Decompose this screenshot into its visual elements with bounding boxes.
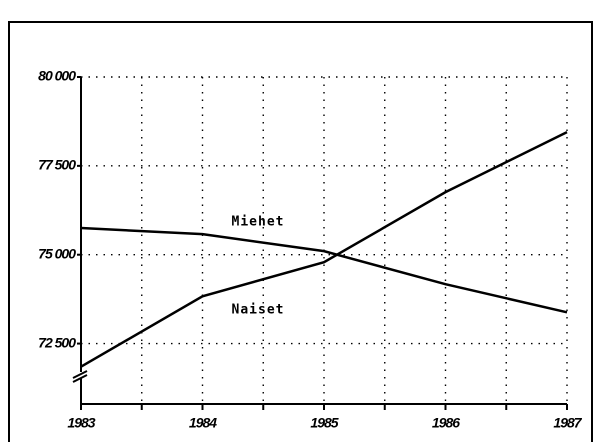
series-label: Miehet	[232, 215, 285, 230]
y-tick-label: 72 500	[38, 334, 76, 350]
x-tick-label: 1984	[189, 415, 217, 431]
y-tick-label: 80 000	[38, 68, 76, 84]
series-label: Naiset	[232, 303, 285, 318]
y-tick-label: 75 000	[38, 245, 76, 261]
x-tick-label: 1986	[432, 415, 460, 431]
x-tick-label: 1987	[553, 415, 582, 431]
frame	[8, 21, 593, 442]
x-tick-label: 1983	[67, 415, 95, 431]
series-line	[80, 130, 568, 368]
axis-break	[72, 374, 88, 383]
series-line	[80, 226, 568, 314]
x-tick-label: 1985	[310, 415, 338, 431]
axis-break	[72, 370, 88, 379]
y-tick-label: 77 500	[38, 157, 76, 173]
